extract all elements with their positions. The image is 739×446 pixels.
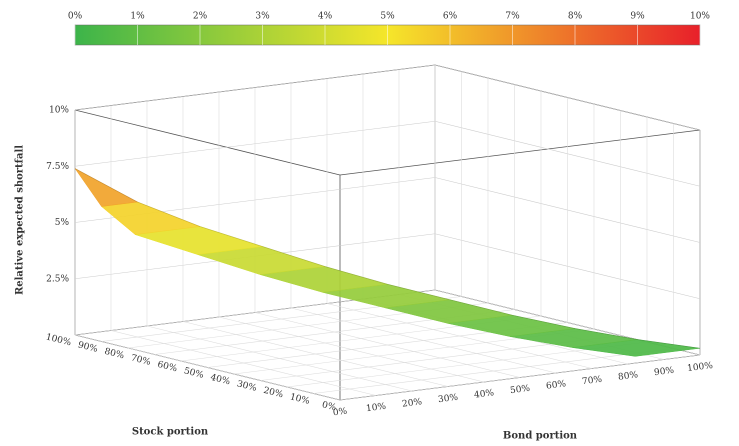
- x-tick-label: 80%: [103, 347, 125, 362]
- x-tick-label: 20%: [262, 386, 284, 401]
- colorbar-tick-label: 2%: [193, 12, 208, 22]
- colorbar-tick-label: 5%: [380, 12, 395, 22]
- box-edge: [340, 130, 700, 175]
- y-tick-label: 80%: [618, 370, 640, 382]
- box-edge: [75, 110, 340, 175]
- z-tick-label: 7.5%: [46, 162, 69, 172]
- x-tick-label: 70%: [130, 353, 152, 368]
- surface-patch: [75, 169, 138, 207]
- y-tick-label: 50%: [510, 384, 532, 396]
- y-tick-label: 20%: [402, 397, 424, 409]
- x-tick-label: 30%: [236, 379, 258, 394]
- colorbar-tick-label: 0%: [68, 12, 83, 22]
- grid-line: [75, 335, 340, 400]
- colorbar-tick-label: 3%: [255, 12, 270, 22]
- chart: Relative expected shortfall Stock portio…: [0, 0, 739, 446]
- y-tick-label: 40%: [474, 388, 496, 400]
- y-tick-label: 70%: [582, 375, 604, 387]
- surface-ridge: [75, 169, 700, 349]
- colorbar-tick-label: 9%: [630, 12, 645, 22]
- x-tick-label: 40%: [209, 373, 231, 388]
- y-tick-label: 90%: [654, 366, 676, 378]
- colorbar-tick-label: 1%: [130, 12, 145, 22]
- x-tick-label: 100%: [45, 332, 73, 348]
- z-tick-label: 2.5%: [46, 274, 69, 284]
- colorbar-tick-label: 4%: [318, 12, 333, 22]
- z-axis-label: Relative expected shortfall: [15, 145, 26, 295]
- y-axis-label: Bond portion: [503, 431, 578, 442]
- y-tick-label: 60%: [546, 379, 568, 391]
- y-tick-label: 30%: [438, 393, 460, 405]
- colorbar-tick-label: 8%: [568, 12, 583, 22]
- z-tick-label: 5%: [55, 218, 70, 228]
- y-tick-label: 100%: [687, 361, 714, 374]
- x-tick-label: 60%: [156, 360, 178, 375]
- grid-line: [147, 326, 412, 391]
- x-axis-label: Stock portion: [132, 427, 209, 438]
- colorbar-tick-label: 6%: [443, 12, 458, 22]
- y-tick-label: 10%: [366, 402, 388, 414]
- y-tick-label: 0%: [332, 407, 348, 419]
- colorbar-tick-label: 7%: [505, 12, 520, 22]
- z-tick-label: 10%: [49, 106, 69, 116]
- grid-line: [219, 317, 484, 382]
- x-tick-label: 90%: [77, 340, 99, 355]
- x-tick-label: 50%: [183, 366, 205, 381]
- colorbar-tick-label: 10%: [690, 12, 710, 22]
- x-tick-label: 10%: [289, 392, 311, 407]
